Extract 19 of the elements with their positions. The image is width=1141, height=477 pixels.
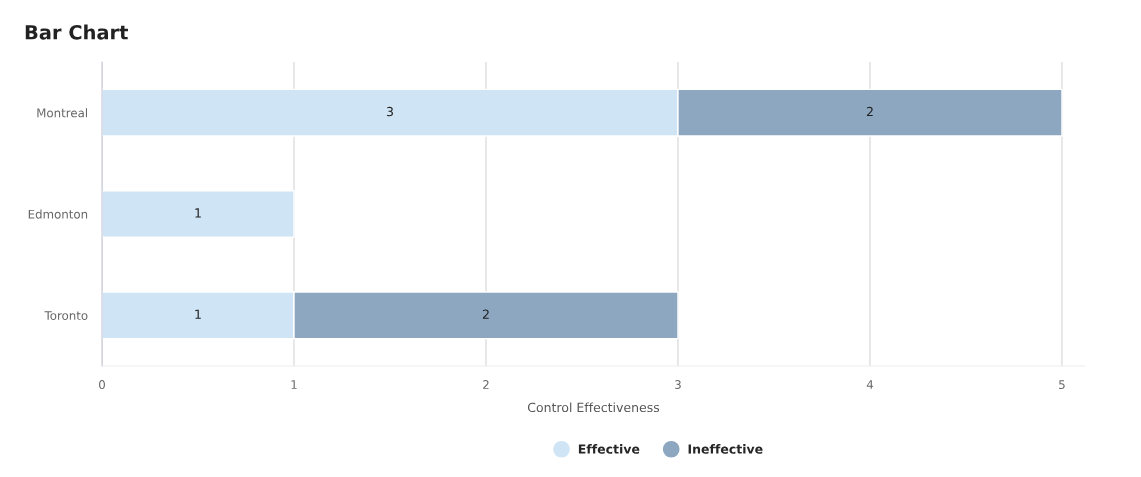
x-tick-label: 1 — [291, 380, 297, 389]
x-axis-title: Control Effectiveness — [527, 402, 660, 413]
x-tick-label: 3 — [675, 380, 681, 390]
data-label: 2 — [482, 309, 489, 319]
legend-label: Effective — [578, 444, 640, 454]
legend-label: Ineffective — [688, 444, 763, 454]
x-tick-label: 4 — [866, 380, 874, 389]
y-tick-label: Montreal — [37, 108, 87, 118]
y-tick-label: Edmonton — [28, 209, 88, 219]
x-tick-label: 5 — [1059, 380, 1065, 390]
x-tick-label: 2 — [483, 380, 489, 389]
bar — [102, 189, 295, 239]
chart-title: Bar Chart — [25, 24, 128, 40]
data-label: 2 — [866, 106, 873, 117]
data-label: 3 — [386, 106, 393, 117]
x-tick-label: 0 — [99, 380, 105, 390]
data-label: 1 — [195, 208, 201, 218]
data-label: 1 — [195, 309, 201, 319]
y-tick-label: Toronto — [44, 311, 88, 320]
